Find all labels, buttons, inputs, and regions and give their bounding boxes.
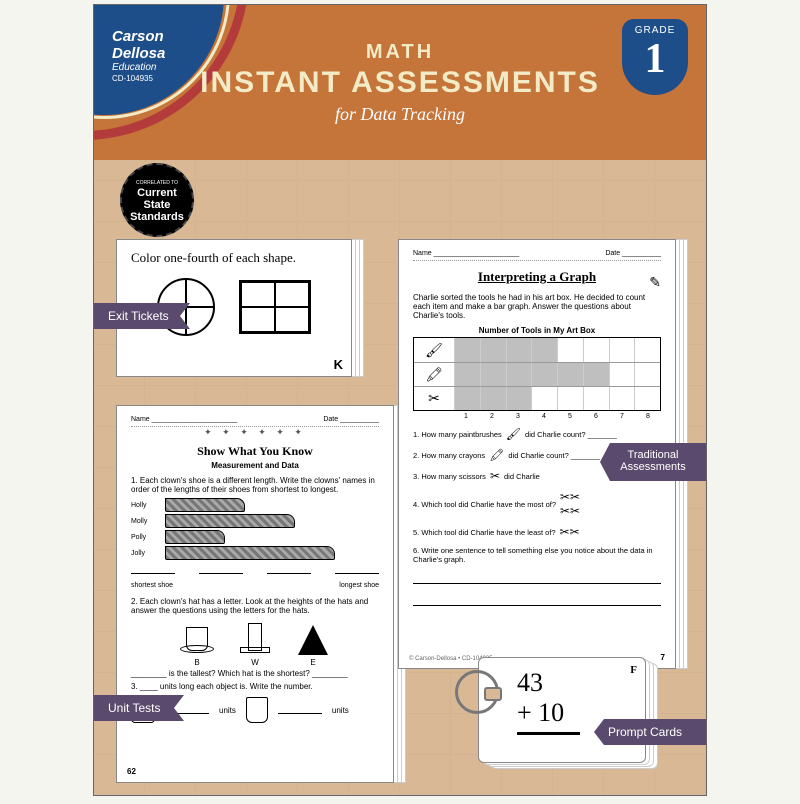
sheet-b-pageno: 62 [127, 767, 136, 776]
sheet-b-name-field: Name ______________________ [131, 416, 237, 423]
sheet-c-date-field: Date __________ [605, 250, 661, 257]
units-label-2: units [332, 706, 349, 715]
stars-divider: ✦ ✦ ✦ ✦ ✦ ✦ [131, 427, 379, 438]
q5-text: 5. Which tool did Charlie have the least… [413, 528, 556, 537]
cup-icon [246, 697, 268, 723]
sheet-b-q1: 1. Each clown's shoe is a different leng… [131, 476, 379, 494]
sheet-b-date-field: Date __________ [323, 416, 379, 423]
sheet-c-intro: Charlie sorted the tools he had in his a… [413, 293, 661, 320]
sheet-b-q2a: ________ is the tallest? Which hat is th… [131, 669, 379, 678]
prompt-card: F 43 + 10 [478, 657, 646, 763]
scissors-icon: ✂ [490, 469, 500, 483]
addend-bot: + 10 [517, 698, 580, 735]
sheet-c-name-field: Name ______________________ [413, 250, 519, 257]
q1-blank: did Charlie count? _______ [525, 430, 617, 439]
hats-row: B W E [131, 623, 379, 655]
q3-text: 3. How many scissors [413, 472, 486, 481]
scissors-group-icon: ✂✂✂✂ [560, 490, 580, 518]
tag-prompt-cards: Prompt Cards [594, 719, 706, 745]
q6-text: 6. Write one sentence to tell something … [413, 546, 661, 564]
q2-blank: did Charlie count? _______ [508, 451, 600, 460]
seal-mid: CurrentStateStandards [130, 187, 184, 223]
sheet-c-pageno: 7 [661, 653, 665, 662]
q4-text: 4. Which tool did Charlie have the most … [413, 500, 556, 509]
hat-e-icon: E [298, 623, 328, 655]
card-a-corner: K [334, 357, 343, 372]
unit-test-sheet: Name ______________________ Date _______… [116, 405, 394, 783]
square-quarters-icon [239, 280, 311, 334]
paintbrush-icon: 🖌 [506, 427, 521, 441]
card-a-prompt: Color one-fourth of each shape. [131, 250, 337, 266]
scissors-group2-icon: ✂✂ [560, 525, 580, 539]
shortest-label: shortest shoe [131, 582, 173, 589]
binder-ring-icon [455, 670, 499, 714]
graph-title: Number of Tools in My Art Box [413, 326, 661, 335]
tag-exit-tickets: Exit Tickets [94, 303, 190, 329]
tag-unit-tests: Unit Tests [94, 695, 184, 721]
units-label-1: units [219, 706, 236, 715]
q2-text: 2. How many crayons [413, 451, 485, 460]
hat-w-icon: W [240, 623, 270, 655]
hat-b-icon: B [182, 623, 212, 655]
crayon-icon: 🖍 [489, 448, 504, 462]
q1-text: 1. How many paintbrushes [413, 430, 502, 439]
sheet-b-q2: 2. Each clown's hat has a letter. Look a… [131, 597, 379, 615]
title-block: MATH INSTANT ASSESSMENTS for Data Tracki… [94, 41, 706, 125]
addend-top: 43 [517, 668, 543, 698]
graph-xaxis: 12345678 [413, 413, 661, 420]
tag-traditional: TraditionalAssessments [600, 443, 706, 481]
book-cover: Carson Dellosa Education CD-104935 GRADE… [93, 4, 707, 796]
standards-seal: CORRELATED TO CurrentStateStandards [120, 163, 194, 237]
sheet-b-subtitle: Measurement and Data [131, 461, 379, 470]
card-d-corner: F [630, 664, 637, 676]
sheet-b-title: Show What You Know [131, 444, 379, 459]
title-main: INSTANT ASSESSMENTS [94, 66, 706, 100]
seal-top: CORRELATED TO [136, 180, 178, 186]
sheet-b-q3: 3. ____ units long each object is. Write… [131, 682, 379, 691]
title-sub: for Data Tracking [94, 104, 706, 125]
grade-label: GRADE [622, 25, 688, 36]
pencil-icon: ✎ [649, 274, 661, 291]
longest-label: longest shoe [339, 582, 379, 589]
sheet-c-title: Interpreting a Graph [413, 269, 661, 285]
q3-blank: did Charlie [504, 472, 540, 481]
clown-shoe-rows: HollyMollyPollyJolly [131, 498, 379, 560]
title-math: MATH [94, 41, 706, 64]
bar-graph: 🖌🖍✂ [413, 337, 661, 411]
